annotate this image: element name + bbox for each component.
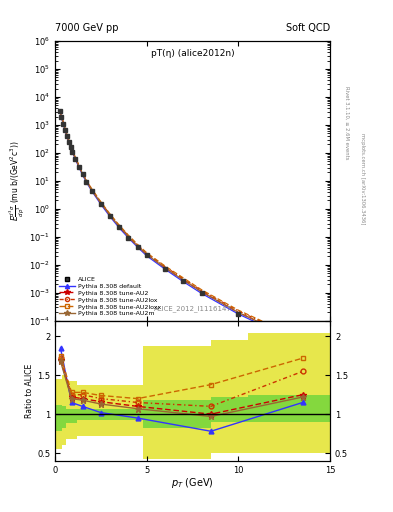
- Y-axis label: $E\frac{d^3\sigma}{dp^3}$ (mu b/(GeV$^2$c$^3$)): $E\frac{d^3\sigma}{dp^3}$ (mu b/(GeV$^2$…: [7, 140, 26, 221]
- Y-axis label: Ratio to ALICE: Ratio to ALICE: [25, 364, 34, 418]
- Legend: ALICE, Pythia 8.308 default, Pythia 8.308 tune-AU2, Pythia 8.308 tune-AU2lox, Py: ALICE, Pythia 8.308 default, Pythia 8.30…: [58, 275, 163, 318]
- Text: pT(η) (alice2012n): pT(η) (alice2012n): [151, 49, 234, 58]
- Text: ALICE_2012_I1116147: ALICE_2012_I1116147: [154, 306, 231, 312]
- Text: Soft QCD: Soft QCD: [286, 23, 330, 33]
- Text: 7000 GeV pp: 7000 GeV pp: [55, 23, 119, 33]
- Text: Rivet 3.1.10, ≥ 2.6M events: Rivet 3.1.10, ≥ 2.6M events: [344, 86, 349, 160]
- Text: mcplots.cern.ch [arXiv:1306.3436]: mcplots.cern.ch [arXiv:1306.3436]: [360, 134, 365, 225]
- X-axis label: $p_T$ (GeV): $p_T$ (GeV): [171, 476, 214, 490]
